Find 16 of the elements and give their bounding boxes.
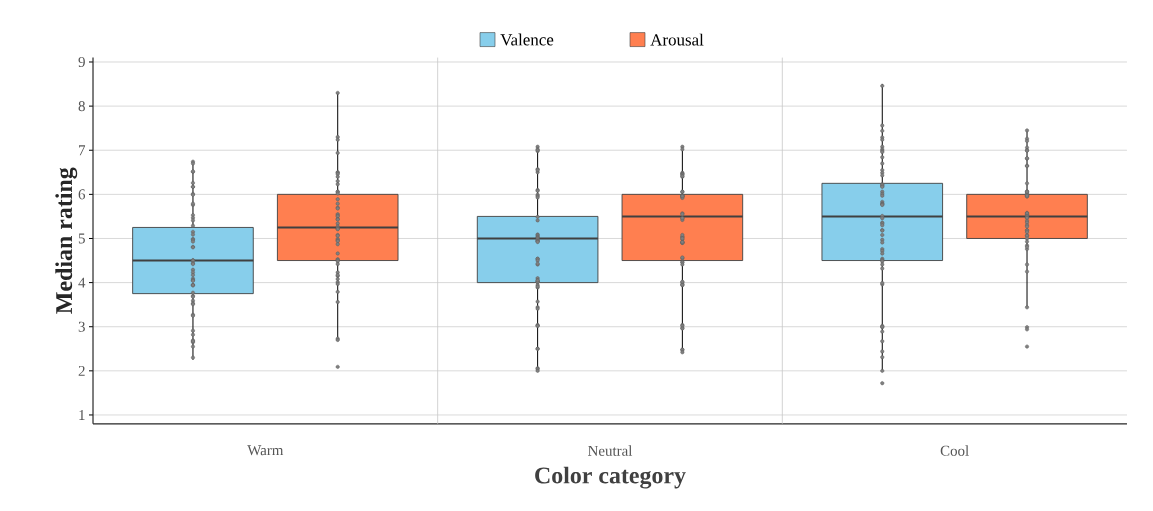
x-tick-label: Warm	[247, 445, 284, 456]
x-axis-title: Color category	[535, 466, 686, 489]
y-tick-label: 7	[79, 145, 86, 156]
y-tick-label: 3	[78, 321, 85, 332]
y-tick-label: 9	[78, 56, 85, 68]
y-tick-label: 8	[78, 101, 85, 112]
legend-label: Arousal	[650, 33, 704, 46]
y-tick-label: 1	[79, 410, 85, 420]
x-tick-label: Neutral	[588, 445, 633, 456]
legend-label: Valence	[500, 33, 554, 46]
y-tick-label: 5	[78, 233, 85, 244]
x-tick-label: Cool	[940, 445, 969, 456]
y-tick-label: 6	[78, 189, 86, 200]
y-tick-label: 2	[78, 365, 85, 376]
y-tick-label: 4	[78, 277, 86, 288]
y-axis-title: Median rating	[55, 167, 78, 314]
